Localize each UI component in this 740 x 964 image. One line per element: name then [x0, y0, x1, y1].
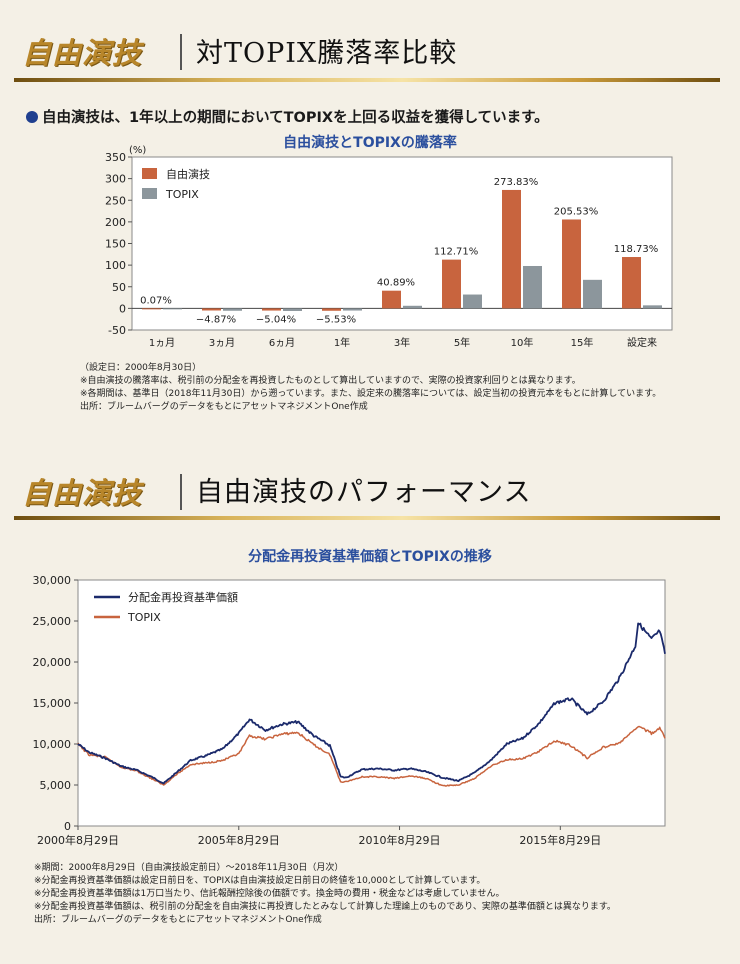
bar-topix [643, 305, 662, 309]
plot-area [77, 579, 666, 827]
y-tick-label: 100 [105, 259, 126, 272]
x-tick-label: 2015年8月29日 [519, 833, 601, 847]
bar-jiyuengi [262, 308, 281, 311]
x-tick-label: 設定来 [627, 336, 657, 349]
x-tick-label: 6ヵ月 [269, 337, 295, 349]
y-tick-label: 15,000 [33, 697, 72, 710]
data-label: −4.87% [196, 314, 236, 325]
note-line: ※各期間は、基準日（2018年11月30日）から遡っています。また、設定来の騰落… [80, 389, 662, 399]
lead-sentence: 自由演技は、1年以上の期間においてTOPIXを上回る収益を獲得しています。 [42, 110, 549, 126]
bar-chart-notes: （設定日：2000年8月30日） ※自由演技の騰落率は、税引前の分配金を再投資し… [80, 362, 661, 414]
x-tick-label: 2005年8月29日 [198, 833, 280, 847]
x-tick-label: 2010年8月29日 [359, 833, 441, 847]
brand-logo: 自由演技 [22, 36, 143, 70]
bar-topix [223, 308, 242, 311]
bar-topix [343, 308, 362, 311]
data-label: 273.83% [494, 177, 539, 188]
y-tick-label: 300 [105, 173, 126, 186]
section-title-performance: 自由演技のパフォーマンス [196, 477, 532, 508]
x-tick-label: 10年 [511, 336, 534, 349]
bullet-icon [26, 111, 38, 123]
y-tick-label: 250 [105, 194, 126, 207]
bar-jiyuengi [202, 308, 221, 311]
x-tick-label: 15年 [571, 336, 594, 349]
bar-jiyuengi [382, 290, 401, 309]
y-axis-unit: (%) [129, 145, 146, 156]
series-line-nav [77, 622, 666, 785]
x-tick-label: 1ヵ月 [149, 337, 175, 349]
lead-text: 自由演技は、1年以上の期間においてTOPIXを上回る収益を獲得しています。 [26, 106, 549, 127]
bar-topix [463, 294, 482, 309]
y-tick-label: 0 [64, 820, 71, 833]
x-tick-label: 1年 [334, 336, 350, 349]
bar-jiyuengi [142, 308, 161, 310]
bar-chart-title: 自由演技とTOPIXの騰落率 [283, 135, 457, 151]
note-line: ※分配金再投資基準価額は、税引前の分配金を自由演技に再投資したとみなして計算した… [34, 902, 616, 912]
data-label: 205.53% [554, 206, 599, 217]
y-tick-label: 25,000 [33, 615, 72, 628]
data-label: 118.73% [614, 244, 659, 255]
y-tick-label: 5,000 [40, 779, 72, 792]
bar-topix [583, 279, 602, 309]
legend-label: TOPIX [127, 611, 161, 624]
y-tick-label: 20,000 [33, 656, 72, 669]
plot-area [131, 156, 673, 331]
note-line: 出所：ブルームバーグのデータをもとにアセットマネジメントOne作成 [80, 402, 368, 412]
line-chart-notes: ※期間：2000年8月29日（自由演技設定前日）～2018年11月30日（月次）… [34, 862, 616, 927]
legend-label: TOPIX [165, 188, 199, 201]
line-chart: 0 5,000 10,000 15,000 20,000 25,000 30,000 2000… [33, 574, 666, 847]
y-tick-label: 0 [119, 302, 126, 315]
y-tick-label: 150 [105, 238, 126, 251]
legend-label: 分配金再投資基準価額 [128, 590, 238, 604]
x-tick-label: 5年 [454, 336, 470, 349]
brand-logo: 自由演技 [22, 476, 143, 510]
gold-rule [14, 78, 720, 82]
data-label: −5.53% [316, 314, 356, 325]
bar-jiyuengi [442, 259, 461, 309]
note-line: ※分配金再投資基準価額は1万口当たり、信託報酬控除後の価額です。換金時の費用・税… [34, 889, 505, 899]
legend-label: 自由演技 [166, 167, 210, 181]
legend-swatch [142, 168, 157, 179]
y-tick-label: 50 [112, 281, 126, 294]
note-line: 出所：ブルームバーグのデータをもとにアセットマネジメントOne作成 [34, 915, 322, 925]
series-line-topix [77, 725, 666, 787]
y-tick-label: 30,000 [33, 574, 72, 587]
bar-jiyuengi [502, 189, 521, 309]
note-line: （設定日：2000年8月30日） [80, 363, 202, 373]
bar-jiyuengi [562, 219, 581, 309]
data-label: 40.89% [377, 278, 415, 289]
data-label: 0.07% [140, 295, 172, 306]
bar-jiyuengi [322, 308, 341, 311]
bar-chart: 350 300 250 200 150 100 50 0 -50 (%) 1ヵ月 0.07% 3ヵ月 −4… [105, 145, 673, 349]
legend-swatch [142, 188, 157, 199]
header-divider [180, 34, 182, 70]
section-title-comparison: 対TOPIX騰落率比較 [196, 38, 458, 69]
bar-jiyuengi [622, 257, 641, 309]
x-tick-label: 3ヵ月 [209, 337, 235, 349]
y-tick-label: -50 [108, 324, 126, 337]
bar-topix [283, 308, 302, 311]
bar-topix [403, 305, 422, 309]
header-divider [180, 474, 182, 510]
data-label: −5.04% [256, 314, 296, 325]
line-chart-title: 分配金再投資基準価額とTOPIXの推移 [248, 549, 492, 565]
bar-topix [163, 308, 182, 310]
y-tick-label: 10,000 [33, 738, 72, 751]
bar-topix [523, 265, 542, 309]
y-tick-label: 200 [105, 216, 126, 229]
y-tick-label: 350 [105, 151, 126, 164]
note-line: ※分配金再投資基準価額は設定日前日を、TOPIXは自由演技設定日前日の終値を10… [34, 876, 486, 886]
x-tick-label: 3年 [394, 336, 410, 349]
x-tick-label: 2000年8月29日 [37, 833, 119, 847]
note-line: ※自由演技の騰落率は、税引前の分配金を再投資したものとして算出していますので、実… [80, 376, 581, 386]
gold-rule [14, 516, 720, 520]
data-label: 112.71% [434, 247, 479, 258]
note-line: ※期間：2000年8月29日（自由演技設定前日）～2018年11月30日（月次） [34, 863, 344, 873]
